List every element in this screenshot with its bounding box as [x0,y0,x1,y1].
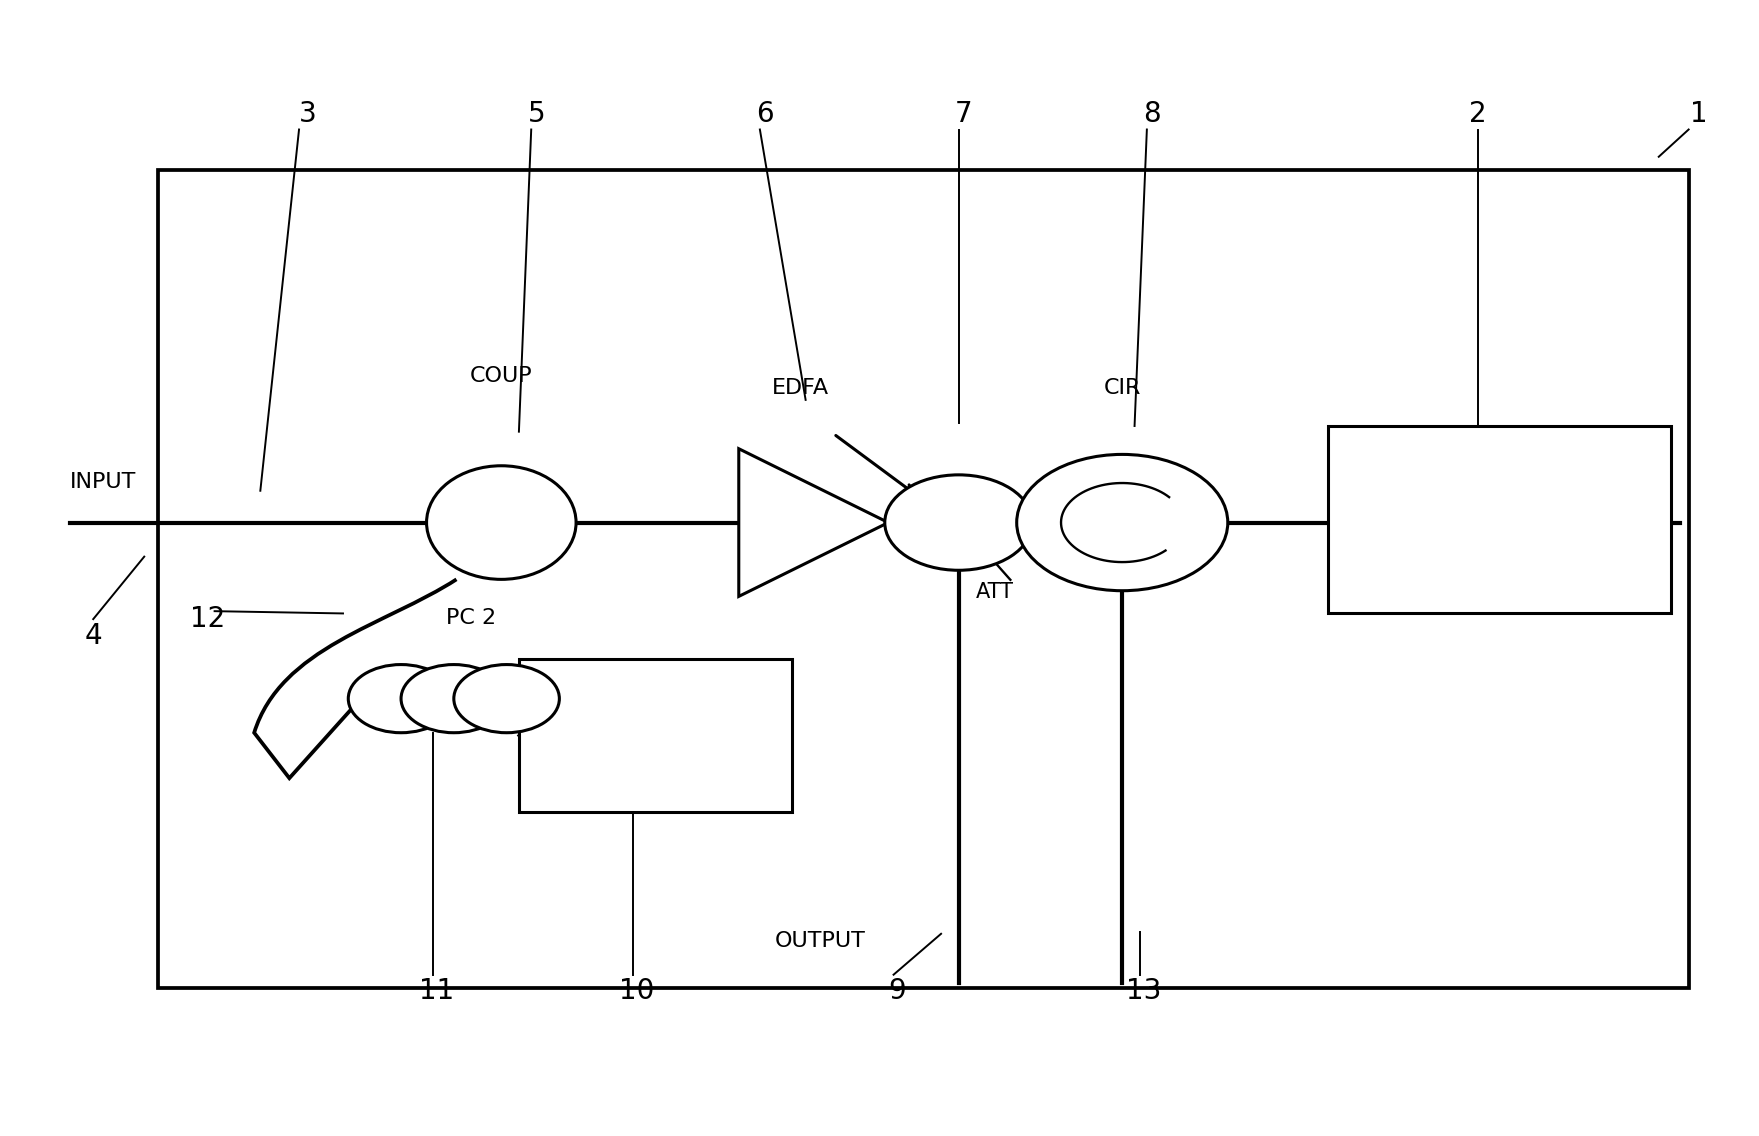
Text: FP-LD: FP-LD [1444,503,1553,537]
Text: OUTPUT: OUTPUT [774,930,865,951]
Circle shape [454,665,559,733]
Bar [519,659,792,812]
Circle shape [401,665,507,733]
Text: 1: 1 [1690,100,1708,127]
Text: 11: 11 [419,977,454,1004]
Bar [158,170,1689,988]
Circle shape [885,475,1033,570]
Text: 9: 9 [888,977,906,1004]
Bar [1328,426,1671,613]
Text: DFB: DFB [619,721,690,751]
Text: 10: 10 [619,977,654,1004]
Circle shape [1017,454,1228,591]
Text: 3: 3 [299,100,317,127]
Text: 8: 8 [1143,100,1161,127]
Text: INPUT: INPUT [70,471,137,492]
Text: 4: 4 [84,623,102,650]
Circle shape [348,665,454,733]
Text: 2: 2 [1469,100,1486,127]
Text: PC 2: PC 2 [447,608,496,628]
Text: 12: 12 [190,605,225,633]
Ellipse shape [426,466,575,579]
Text: 7: 7 [955,100,973,127]
Text: 13: 13 [1126,977,1161,1004]
Text: CIR: CIR [1103,377,1142,398]
Text: 6: 6 [756,100,774,127]
Text: ATT: ATT [976,582,1015,602]
Text: 5: 5 [528,100,545,127]
Polygon shape [739,449,888,596]
Text: EDFA: EDFA [772,377,828,398]
Text: COUP: COUP [470,366,533,386]
